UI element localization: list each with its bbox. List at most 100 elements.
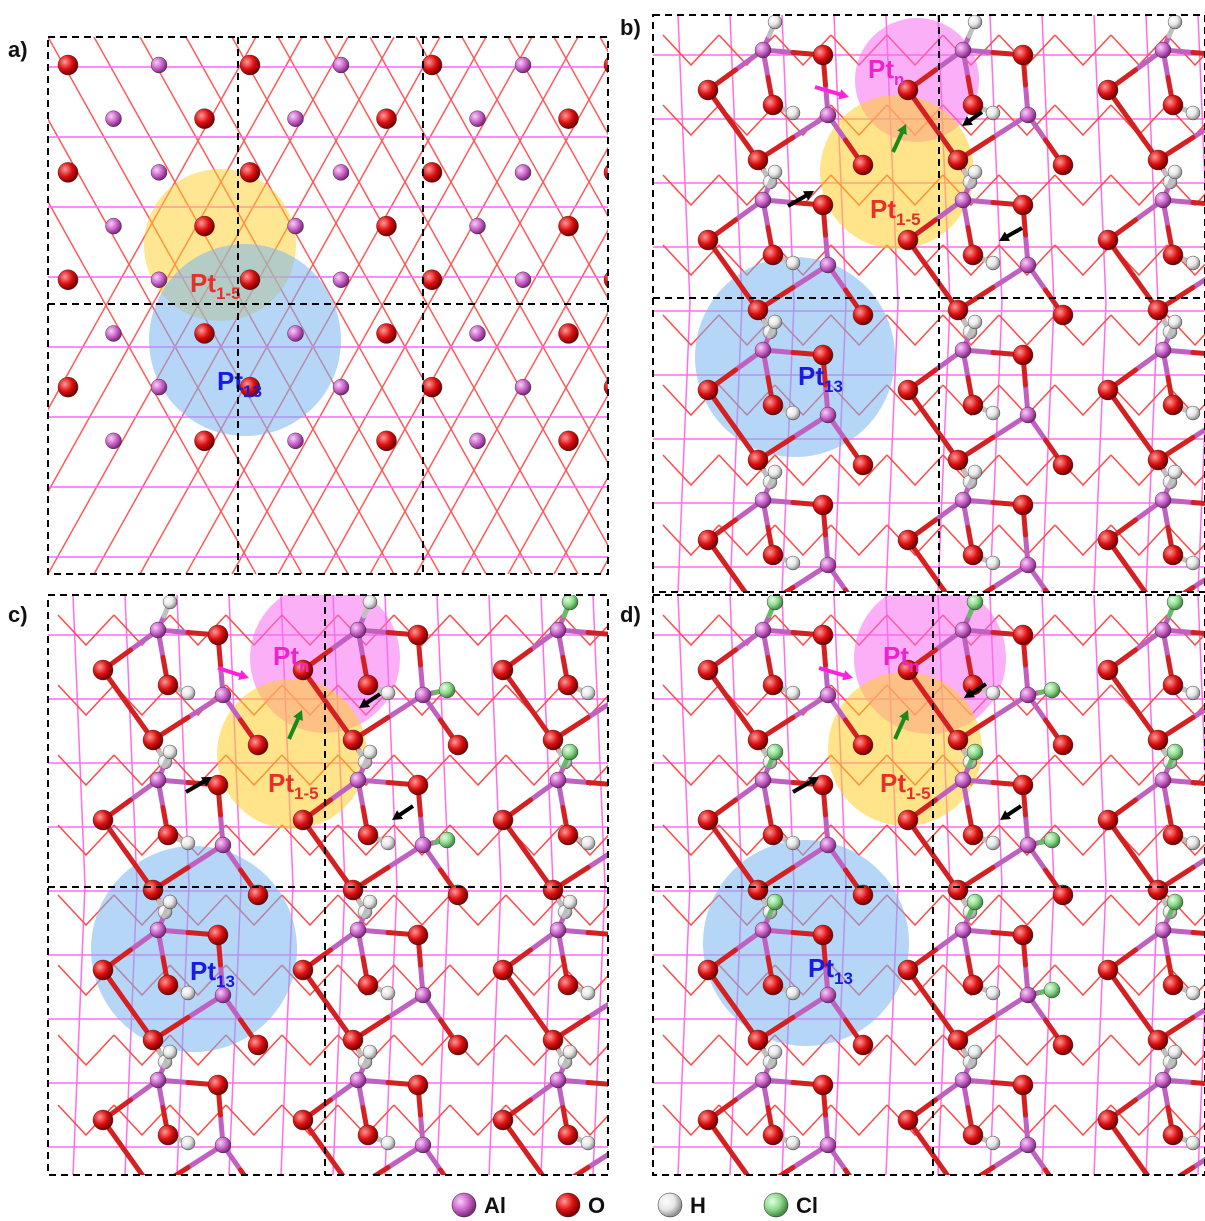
o-atom: [492, 959, 514, 981]
o-atom: [357, 824, 379, 846]
lattice-wire: [1093, 595, 1107, 1175]
o-atom: [607, 1083, 608, 1087]
o-atom: [697, 1109, 719, 1131]
bond: [781, 585, 796, 592]
o-atom: [762, 974, 784, 996]
bond: [153, 1190, 159, 1201]
lattice-wire: [998, 104, 1056, 137]
h-atom: [162, 595, 178, 610]
lattice-wire: [415, 228, 608, 574]
legend-cl-swatch: [763, 1192, 789, 1218]
bond: [1130, 572, 1149, 592]
al-atom: [615, 687, 631, 703]
o-atom: [897, 379, 919, 401]
site-label-yellow: Pt1-5: [870, 194, 921, 229]
o-atom: [492, 659, 514, 681]
lattice-wire: [830, 244, 888, 277]
legend-cl-label: Cl: [796, 1193, 818, 1218]
al-atom: [332, 56, 350, 74]
o-atom: [421, 54, 443, 76]
lattice-wire: [1054, 684, 1112, 717]
o-atom: [1097, 229, 1119, 251]
o-atom: [292, 659, 314, 681]
o-atom: [607, 633, 608, 637]
bond: [438, 1167, 448, 1175]
o-atom: [1097, 529, 1119, 551]
lattice-wire: [337, 824, 395, 857]
o-atom: [1147, 729, 1169, 751]
al-atom: [754, 341, 772, 359]
lattice-wire: [998, 894, 1056, 927]
al-atom: [819, 836, 837, 854]
h-atom: [785, 1135, 801, 1151]
h-atom: [785, 255, 801, 271]
o-atom: [1012, 344, 1034, 366]
lattice-wire: [393, 614, 451, 647]
h-atom: [785, 405, 801, 421]
o-atom: [812, 624, 834, 646]
al-atom: [514, 164, 532, 181]
h-atom: [1185, 985, 1201, 1001]
h-atom: [562, 1044, 578, 1060]
al-atom: [954, 921, 972, 939]
lattice-wire: [505, 894, 563, 927]
h-atom: [362, 744, 378, 760]
o-atom: [57, 269, 79, 290]
site-label-main: Pt: [870, 194, 896, 224]
h-atom: [380, 985, 396, 1001]
h-atom: [580, 985, 596, 1001]
h-atom: [785, 985, 801, 1001]
o-atom: [13, 1, 33, 21]
arrow-green-head: [293, 710, 303, 721]
o-atom: [142, 729, 164, 751]
lattice-wire: [57, 754, 115, 787]
arrow-green-head: [897, 124, 907, 135]
bond: [525, 1152, 546, 1175]
o-atom: [558, 430, 579, 452]
o-atom: [741, 1, 761, 21]
lattice-wire: [507, 393, 608, 574]
o-atom: [762, 94, 784, 116]
o-atom: [357, 1124, 379, 1146]
o-atom: [897, 809, 919, 831]
site-label-sub: 1-5: [216, 284, 241, 303]
h-atom: [1185, 255, 1201, 271]
o-atom: [557, 674, 579, 696]
bond: [325, 1152, 346, 1175]
h-atom: [1185, 555, 1201, 571]
lattice-wire: [185, 37, 487, 574]
o-atom: [747, 449, 769, 471]
cl-atom: [1043, 981, 1061, 999]
al-atom: [105, 325, 122, 342]
o-atom: [852, 154, 874, 176]
zone-yellow: [820, 95, 974, 249]
lattice-wire: [662, 454, 720, 487]
bond: [585, 701, 608, 720]
supercell-border: [47, 594, 609, 1176]
h-atom: [362, 595, 378, 610]
al-atom: [105, 110, 122, 127]
lattice-wire: [369, 146, 608, 574]
lattice-wire: [507, 37, 608, 218]
lattice-wire: [662, 754, 720, 787]
h-atom: [180, 835, 196, 851]
o-atom: [343, 1180, 363, 1200]
o-atom: [762, 1124, 784, 1146]
bond: [618, 635, 621, 665]
al-atom: [214, 686, 232, 704]
al-atom: [1019, 106, 1037, 124]
al-atom: [819, 686, 837, 704]
arrow-black-head: [964, 688, 975, 698]
o-atom: [697, 79, 719, 101]
o-atom: [748, 1180, 768, 1200]
o-atom: [948, 1180, 968, 1200]
o-atom: [157, 674, 179, 696]
al-atom: [106, 3, 122, 19]
site-label-main: Pt: [190, 268, 216, 298]
lattice-wire: [618, 895, 674, 925]
o-atom: [1012, 774, 1034, 796]
al-atom: [414, 1136, 432, 1154]
lattice-wire: [281, 1034, 339, 1067]
